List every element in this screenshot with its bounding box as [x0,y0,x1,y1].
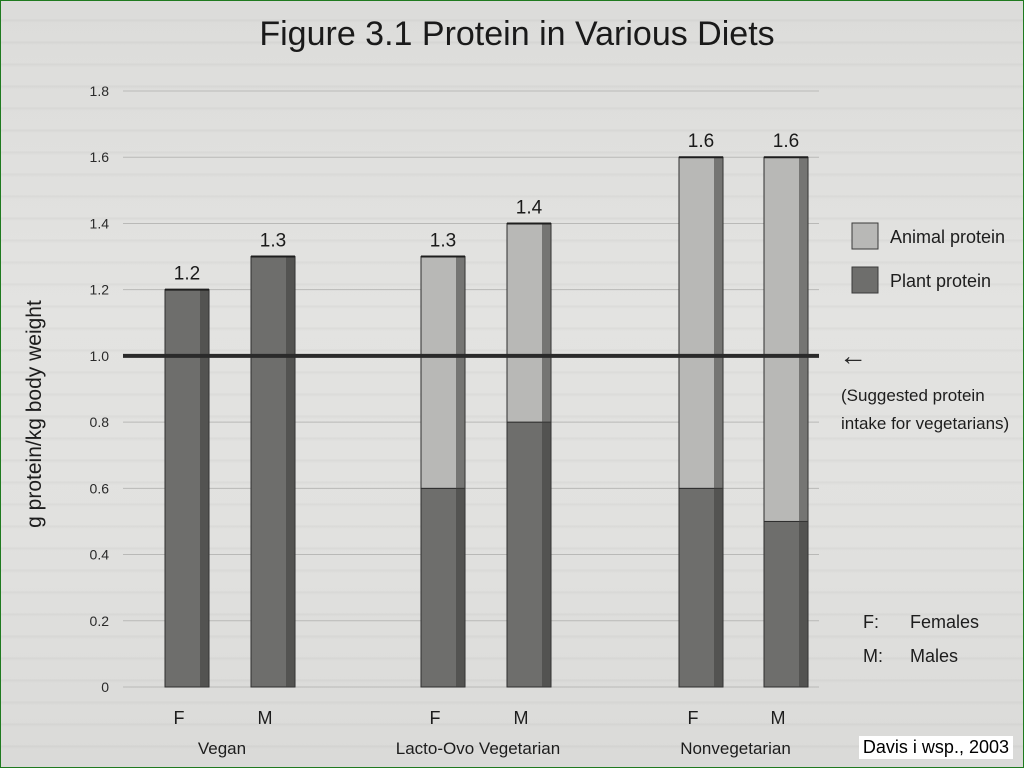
bar-side-shade [799,157,808,687]
bar-sex-label: F [688,708,699,728]
y-tick-label: 1.8 [90,83,110,99]
y-tick-label: 0.4 [90,547,110,563]
sex-key-meaning: Males [910,646,958,666]
citation-credit: Davis i wsp., 2003 [858,736,1013,759]
bar-side-shade [714,157,723,687]
bar-value-label: 1.6 [773,131,799,152]
y-tick-label: 1.6 [90,149,110,165]
sex-key-meaning: Females [910,612,979,632]
bar-sex-label: F [174,708,185,728]
legend-swatch [851,266,879,294]
y-tick-label: 0.6 [90,480,110,496]
chart-title: Figure 3.1 Protein in Various Diets [259,15,774,53]
bar-value-label: 1.3 [260,231,286,252]
bar-sex-label: M [258,708,273,728]
legend-label: Plant protein [890,271,991,291]
bar-sex-label: F [430,708,441,728]
group-label: Nonvegetarian [680,739,791,758]
sex-key-code: M: [863,646,883,666]
bar-value-label: 1.6 [688,131,714,152]
y-tick-label: 0 [101,679,109,695]
bar-sex-label: M [514,708,529,728]
bar-value-label: 1.4 [516,197,543,218]
y-axis-label: g protein/kg body weight [23,300,46,528]
y-tick-label: 1.2 [90,282,110,298]
group-label: Lacto-Ovo Vegetarian [396,739,560,758]
legend-swatch [851,222,879,250]
group-label: Vegan [198,739,246,758]
reference-label: (Suggested protein [841,386,985,405]
bar-side-shade [200,289,209,687]
y-tick-label: 0.2 [90,613,110,629]
sex-key-code: F: [863,612,879,632]
bar-sex-label: M [771,708,786,728]
bar-value-label: 1.3 [430,231,456,252]
reference-label: intake for vegetarians) [841,414,1009,433]
y-tick-label: 1.0 [90,348,110,364]
legend-label: Animal protein [890,227,1005,247]
bar-side-shade [286,256,295,687]
y-tick-label: 0.8 [90,414,110,430]
bar-value-label: 1.2 [174,264,200,285]
y-tick-label: 1.4 [90,215,110,231]
bar-side-shade [542,223,551,687]
reference-arrow: ← [839,340,867,371]
bar-side-shade [456,256,465,687]
